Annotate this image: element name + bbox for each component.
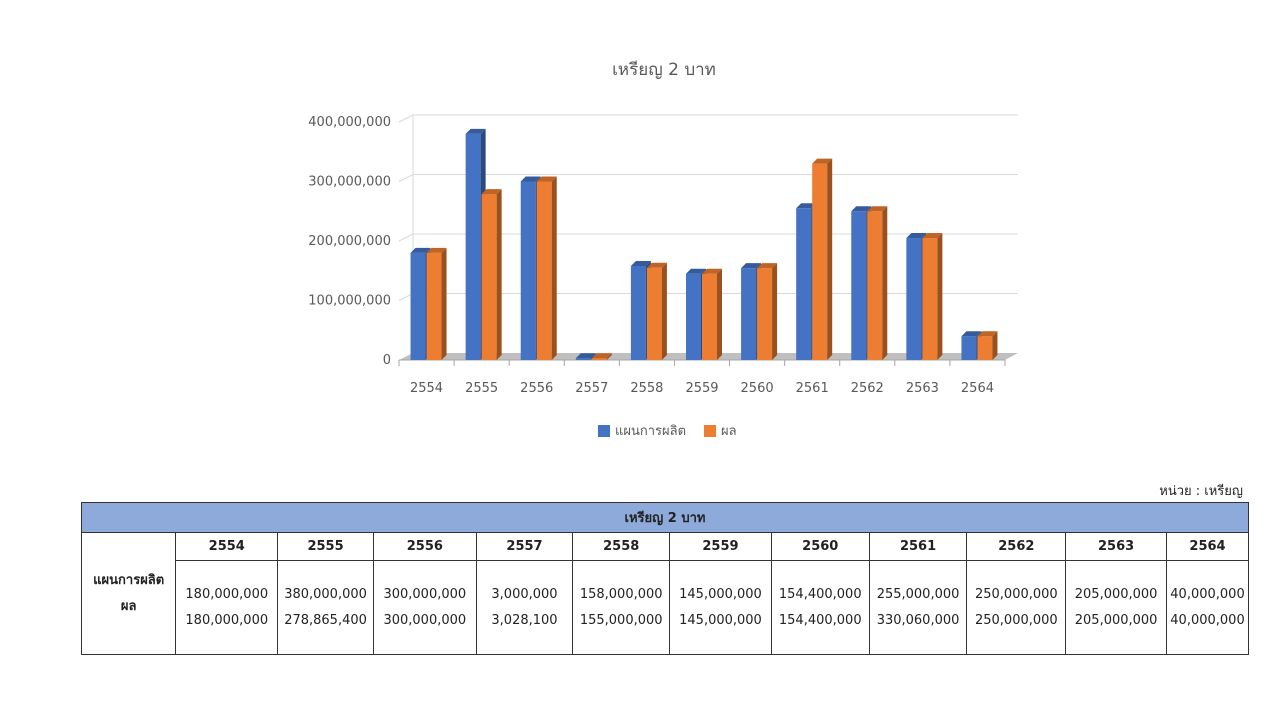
- table-year-header: 2562: [966, 532, 1067, 561]
- table-value-cell: 180,000,000 180,000,000: [175, 560, 279, 655]
- table-value-cell: 205,000,000 205,000,000: [1065, 560, 1167, 655]
- table-value-cell: 255,000,000 330,060,000: [868, 560, 968, 655]
- data-table: เหรียญ 2 บาท แผนการผลิต ผล 2554 2555 2556 2…: [80, 502, 1249, 655]
- legend-label: แผนการผลิต: [615, 424, 686, 439]
- plan-value: 250,000,000: [974, 586, 1058, 602]
- y-tick-label: 100,000,000: [308, 294, 391, 309]
- bar-actual: [977, 331, 998, 360]
- table-year-header: 2555: [277, 532, 374, 561]
- table-value-cell: 40,000,000 40,000,000: [1166, 560, 1249, 655]
- bar-actual: [591, 353, 612, 360]
- bar-actual: [646, 262, 667, 360]
- bar-actual: [702, 268, 722, 360]
- actual-value: 250,000,000: [974, 612, 1058, 628]
- plan-value: 205,000,000: [1074, 586, 1158, 602]
- x-tick-label: 2563: [906, 381, 939, 396]
- table-value-cell: 154,400,000 154,400,000: [770, 560, 870, 655]
- plan-value: 145,000,000: [679, 586, 762, 602]
- gridline: [398, 114, 1018, 123]
- x-tick-label: 2559: [685, 381, 718, 396]
- bar-chart: เหรียญ 2 บาท 0 100,000,000 200,000,000 300,…: [308, 60, 1018, 439]
- actual-value: 180,000,000: [185, 612, 269, 628]
- bar-actual: [481, 189, 502, 360]
- y-tick-label: 200,000,000: [308, 234, 391, 249]
- plan-value: 380,000,000: [284, 586, 367, 602]
- actual-value: 300,000,000: [383, 612, 467, 628]
- x-tick-label: 2561: [796, 381, 829, 396]
- x-tick-label: 2555: [465, 381, 498, 396]
- plan-value: 154,400,000: [778, 586, 862, 602]
- x-tick-label: 2556: [520, 381, 553, 396]
- table-year-header: 2558: [572, 532, 671, 561]
- table-value-cell: 145,000,000 145,000,000: [669, 560, 772, 655]
- y-tick-label: 300,000,000: [308, 175, 391, 190]
- unit-label: หน่วย : เหรียญ: [1159, 484, 1243, 499]
- table-title: เหรียญ 2 บาท: [81, 502, 1249, 533]
- actual-value: 40,000,000: [1170, 612, 1245, 628]
- legend-swatch: [598, 425, 610, 437]
- table-value-cell: 380,000,000 278,865,400: [277, 560, 374, 655]
- table-year-header: 2559: [669, 532, 772, 561]
- table-value-cell: 158,000,000 155,000,000: [572, 560, 671, 655]
- bar-actual: [812, 158, 833, 360]
- x-tick-label: 2564: [961, 381, 994, 396]
- actual-value: 330,060,000: [876, 612, 960, 628]
- actual-value: 154,400,000: [778, 612, 862, 628]
- plan-value: 180,000,000: [185, 586, 269, 602]
- x-tick-label: 2562: [851, 381, 884, 396]
- plan-value: 300,000,000: [383, 586, 467, 602]
- actual-value: 145,000,000: [679, 612, 762, 628]
- plan-value: 158,000,000: [579, 586, 663, 602]
- table-year-header: 2554: [175, 532, 279, 561]
- actual-value: 205,000,000: [1074, 612, 1158, 628]
- legend-swatch: [704, 425, 716, 437]
- bar-actual: [757, 263, 778, 360]
- row-label-plan: แผนการผลิต: [93, 572, 165, 588]
- table-year-header: 2557: [475, 532, 574, 561]
- y-tick-label: 0: [383, 353, 391, 368]
- x-tick-label: 2554: [410, 381, 443, 396]
- table-value-cell: 3,000,000 3,028,100: [475, 560, 574, 655]
- plan-value: 40,000,000: [1170, 586, 1245, 602]
- x-tick-label: 2560: [741, 381, 774, 396]
- bar-actual: [426, 247, 447, 360]
- x-tick-label: 2558: [630, 381, 663, 396]
- table-year-header: 2556: [372, 532, 477, 561]
- actual-value: 155,000,000: [579, 612, 663, 628]
- bar-actual: [867, 206, 888, 360]
- y-tick-label: 400,000,000: [308, 115, 391, 130]
- plan-value: 255,000,000: [876, 586, 960, 602]
- chart-title: เหรียญ 2 บาท: [612, 60, 716, 80]
- table-year-header: 2560: [770, 532, 870, 561]
- plan-value: 3,000,000: [491, 586, 558, 602]
- table-year-header: 2564: [1166, 532, 1249, 561]
- x-tick-label: 2557: [575, 381, 608, 396]
- table-year-header: 2563: [1065, 532, 1167, 561]
- gridline: [398, 174, 1018, 182]
- table-year-header: 2561: [868, 532, 968, 561]
- legend-label: ผล: [721, 424, 737, 439]
- table-value-cell: 250,000,000 250,000,000: [966, 560, 1067, 655]
- row-label-actual: ผล: [120, 598, 137, 614]
- table-value-cell: 300,000,000 300,000,000: [372, 560, 477, 655]
- actual-value: 3,028,100: [491, 612, 558, 628]
- actual-value: 278,865,400: [284, 612, 367, 628]
- bar-actual: [922, 233, 943, 360]
- row-labels-cell: แผนการผลิต ผล: [80, 532, 177, 655]
- bar-actual: [536, 176, 557, 360]
